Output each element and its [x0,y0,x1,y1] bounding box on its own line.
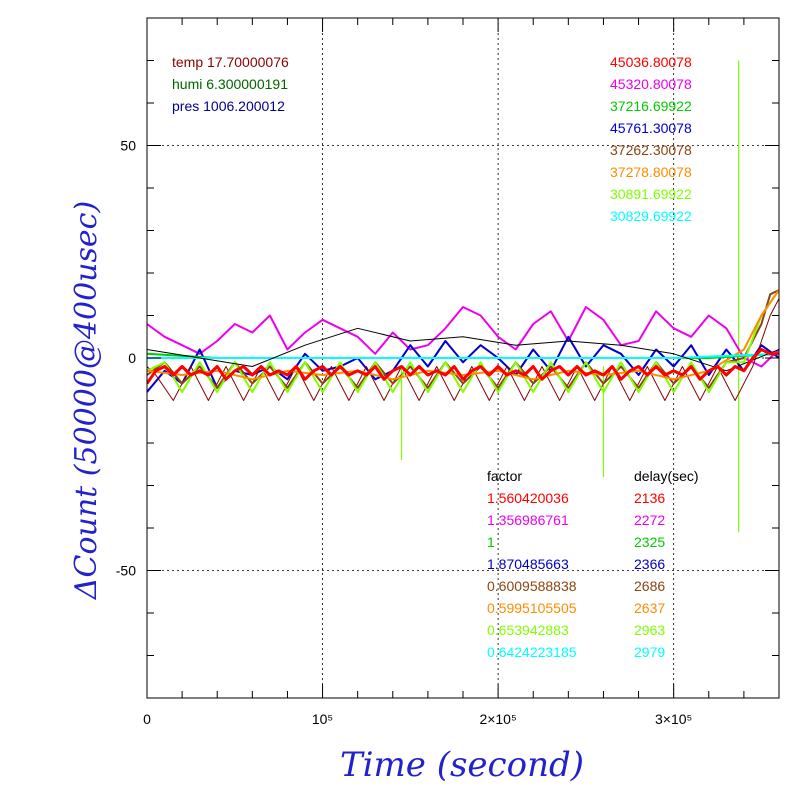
series-line-1 [147,306,779,368]
env-legend-humi: humi 6.300000191 [172,76,288,92]
factor-header: factor [487,468,522,484]
series-line-10 [147,348,779,385]
delay-value: 2686 [634,578,665,594]
factor-value: 0.653942883 [487,622,569,638]
count-legend-item: 45320.80078 [610,76,692,92]
y-axis-label: ΔCount (50000@400usec) [69,201,104,600]
tick-marks: 0 10⁵ 2×10⁵ 3×10⁵ -50 0 50 [116,17,780,727]
y-tick-label: -50 [116,563,136,579]
delay-value: 2136 [634,490,665,506]
delay-value: 2272 [634,512,665,528]
series-group [147,60,779,533]
env-legend-pres: pres 1006.200012 [172,98,285,114]
x-tick-label: 0 [143,711,151,727]
delay-header: delay(sec) [634,468,699,484]
factor-value: 1.560420036 [487,490,569,506]
count-legend-item: 45036.80078 [610,54,692,70]
x-tick-label: 3×10⁵ [655,711,692,727]
series-line-9 [147,327,779,372]
count-legend-item: 30829.69922 [610,208,692,224]
delay-value: 2325 [634,534,665,550]
count-legend-item: 37278.80078 [610,164,692,180]
series-line-6 [147,289,779,381]
factor-value: 0.6009588838 [487,578,577,594]
factor-value: 1 [487,534,495,550]
series-line-8 [147,352,779,359]
y-tick-label: 50 [120,138,136,154]
count-legend-item: 45761.30078 [610,120,692,136]
x-axis-label: Time (second) [340,745,584,785]
x-tick-label: 10⁵ [312,711,333,727]
factor-value: 0.6424223185 [487,644,577,660]
series-line-3 [147,298,779,401]
delay-value: 2963 [634,622,665,638]
factor-value: 1.870485663 [487,556,569,572]
factor-value: 0.5995105505 [487,600,577,616]
delay-value: 2637 [634,600,665,616]
legend-group: temp 17.70000076 humi 6.300000191 pres 100… [172,54,699,660]
count-legend-item: 30891.69922 [610,186,692,202]
x-tick-label: 2×10⁵ [479,711,516,727]
factor-value: 1.356986761 [487,512,569,528]
delay-value: 2366 [634,556,665,572]
series-line-5 [147,289,779,393]
count-legend-item: 37262.30078 [610,142,692,158]
delay-value: 2979 [634,644,665,660]
y-tick-label: 0 [128,350,136,366]
env-legend-temp: temp 17.70000076 [172,54,289,70]
count-legend-item: 37216.69922 [610,98,692,114]
